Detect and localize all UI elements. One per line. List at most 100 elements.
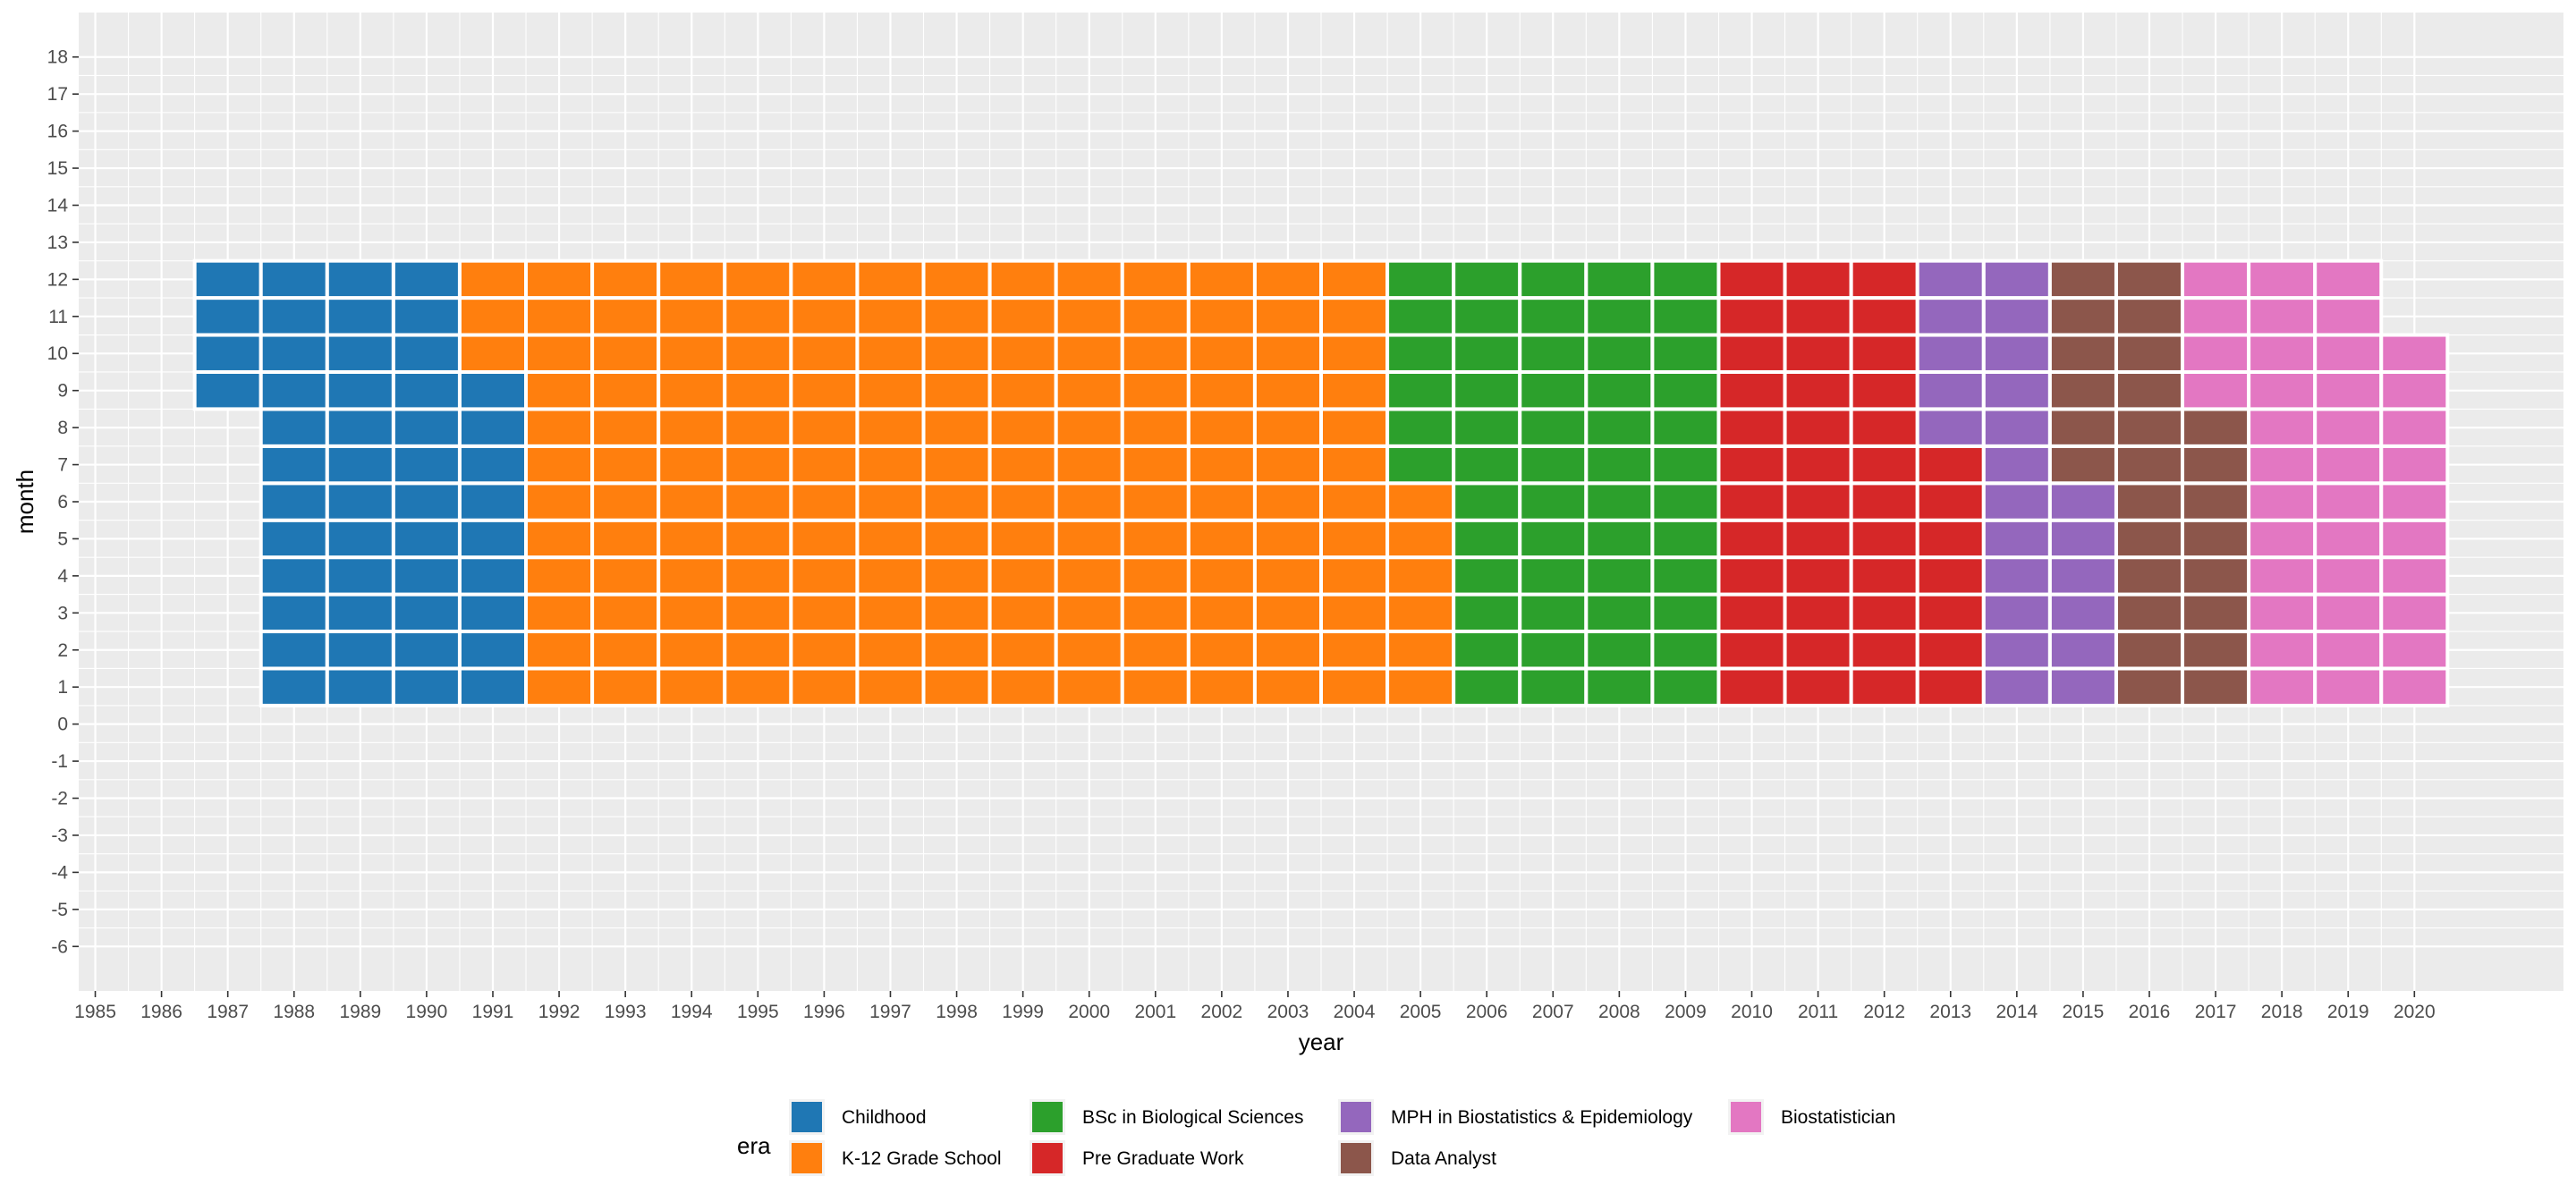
- month-tile: [1716, 518, 1787, 560]
- month-tile: [2313, 369, 2384, 411]
- month-tile: [2247, 407, 2318, 448]
- month-tile: [855, 592, 926, 634]
- month-tile: [1252, 407, 1324, 448]
- month-tile: [2313, 258, 2384, 300]
- month-tile: [2379, 369, 2450, 411]
- month-tile: [1252, 630, 1324, 671]
- month-tile: [1120, 444, 1191, 486]
- month-tile: [2047, 592, 2118, 634]
- month-tile: [524, 258, 595, 300]
- month-tile: [921, 555, 992, 597]
- month-tile: [2114, 630, 2185, 671]
- month-tile: [1186, 518, 1257, 560]
- month-tile: [1849, 555, 1919, 597]
- y-axis-title: month: [12, 470, 38, 534]
- month-tile: [457, 592, 529, 634]
- month-tile: [2313, 296, 2384, 337]
- month-tile: [1783, 481, 1853, 522]
- month-tile: [2379, 555, 2450, 597]
- legend-label: MPH in Biostatistics & Epidemiology: [1391, 1107, 1693, 1128]
- x-tick-label: 2004: [1334, 1002, 1376, 1022]
- month-tile: [1849, 518, 1919, 560]
- month-tile: [1518, 258, 1589, 300]
- month-tile: [2114, 481, 2185, 522]
- month-tile: [2181, 518, 2251, 560]
- month-tile: [325, 333, 395, 374]
- month-tile: [1783, 407, 1853, 448]
- month-tile: [855, 407, 926, 448]
- month-tile: [2181, 369, 2251, 411]
- x-tick-label: 2006: [1466, 1002, 1508, 1022]
- month-tile: [1385, 630, 1456, 671]
- month-tile: [1385, 666, 1456, 707]
- month-tile: [1650, 630, 1721, 671]
- x-tick-label: 2009: [1665, 1002, 1707, 1022]
- month-tile: [1452, 630, 1522, 671]
- month-tile: [1981, 258, 2052, 300]
- month-tile: [2247, 333, 2318, 374]
- month-tile: [921, 258, 992, 300]
- month-tile: [1915, 333, 1986, 374]
- month-tile: [258, 407, 329, 448]
- month-tile: [590, 407, 661, 448]
- month-tile: [987, 630, 1058, 671]
- month-tile: [1783, 555, 1853, 597]
- month-tile: [524, 592, 595, 634]
- month-tile: [1385, 369, 1456, 411]
- month-tile: [524, 296, 595, 337]
- month-tile: [2313, 518, 2384, 560]
- y-tick-label: -4: [51, 862, 68, 883]
- y-tick-label: 3: [57, 603, 68, 623]
- month-tile: [1849, 444, 1919, 486]
- month-tile: [457, 369, 529, 411]
- x-tick-label: 1986: [140, 1002, 182, 1022]
- month-tile: [1319, 369, 1390, 411]
- month-tile: [1054, 555, 1124, 597]
- month-tile: [2247, 666, 2318, 707]
- month-tile: [1915, 666, 1986, 707]
- month-tile: [457, 258, 529, 300]
- month-tile: [723, 407, 793, 448]
- month-tile: [457, 444, 529, 486]
- month-tile: [789, 518, 860, 560]
- month-tile: [1915, 407, 1986, 448]
- month-tile: [2379, 666, 2450, 707]
- x-tick-label: 2003: [1267, 1002, 1309, 1022]
- y-tick-label: -6: [51, 936, 68, 957]
- month-tile: [2047, 369, 2118, 411]
- month-tile: [325, 369, 395, 411]
- month-tile: [2247, 369, 2318, 411]
- month-tile: [1186, 666, 1257, 707]
- month-tile: [921, 481, 992, 522]
- month-tile: [2181, 555, 2251, 597]
- legend-title: era: [737, 1132, 771, 1159]
- month-tile: [657, 555, 727, 597]
- legend-swatch: [792, 1102, 822, 1132]
- month-tile: [2047, 258, 2118, 300]
- month-tile: [921, 407, 992, 448]
- month-tile: [1584, 333, 1655, 374]
- y-tick-label: 16: [47, 122, 68, 142]
- month-tile: [1452, 369, 1522, 411]
- month-tile: [1915, 369, 1986, 411]
- month-tile: [1186, 630, 1257, 671]
- month-tile: [1849, 481, 1919, 522]
- legend-swatch: [792, 1143, 822, 1173]
- month-tile: [921, 592, 992, 634]
- month-tile: [657, 258, 727, 300]
- month-tile: [1849, 333, 1919, 374]
- month-tile: [2114, 666, 2185, 707]
- month-tile: [1915, 555, 1986, 597]
- month-tile: [391, 555, 462, 597]
- month-tile: [1319, 444, 1390, 486]
- month-tile: [2379, 333, 2450, 374]
- x-tick-label: 2014: [1996, 1002, 2038, 1022]
- month-tile: [2114, 444, 2185, 486]
- month-tile: [855, 630, 926, 671]
- month-tile: [1319, 333, 1390, 374]
- month-tile: [987, 592, 1058, 634]
- month-tile: [1915, 592, 1986, 634]
- month-tile: [1319, 666, 1390, 707]
- month-tile: [723, 592, 793, 634]
- month-tile: [457, 555, 529, 597]
